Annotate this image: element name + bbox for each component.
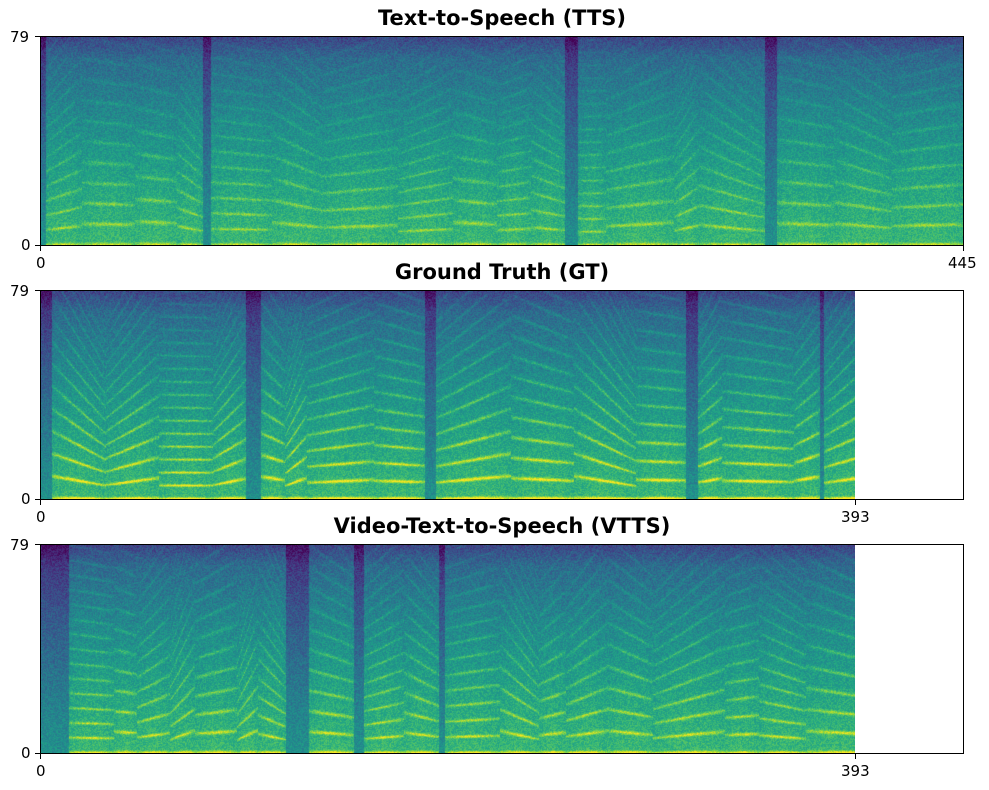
vtts-y-tick-mark-0 <box>35 753 40 754</box>
gt-x-tick-0: 0 <box>36 508 46 526</box>
vtts-spectrogram <box>41 545 855 753</box>
vtts-x-tick-mark-0 <box>40 754 41 759</box>
vtts-x-tick-0: 0 <box>36 762 46 780</box>
vtts-title: Video-Text-to-Speech (VTTS) <box>333 514 671 538</box>
tts-spectrogram <box>41 37 963 245</box>
gt-spectrogram-axes <box>40 290 964 500</box>
tts-x-tick-445: 445 <box>948 254 977 272</box>
vtts-y-tick-0: 0 <box>21 744 31 762</box>
gt-x-tick-393: 393 <box>841 508 870 526</box>
tts-panel: Text-to-Speech (TTS) 79 0 0 445 <box>0 0 989 272</box>
gt-y-tick-0: 0 <box>21 490 31 508</box>
tts-x-tick-mark-0 <box>40 246 41 251</box>
tts-y-tick-79: 79 <box>10 28 30 46</box>
tts-x-tick-0: 0 <box>36 254 46 272</box>
gt-x-tick-mark-0 <box>40 500 41 505</box>
gt-x-tick-mark-393 <box>855 500 856 505</box>
gt-y-tick-mark-79 <box>35 290 40 291</box>
tts-spectrogram-axes <box>40 36 964 246</box>
tts-x-tick-mark-445 <box>963 246 964 251</box>
gt-y-tick-79: 79 <box>10 282 30 300</box>
vtts-y-tick-mark-79 <box>35 544 40 545</box>
vtts-spectrogram-axes <box>40 544 964 754</box>
tts-y-tick-mark-79 <box>35 36 40 37</box>
gt-spectrogram <box>41 291 855 499</box>
gt-y-tick-mark-0 <box>35 499 40 500</box>
vtts-panel: Video-Text-to-Speech (VTTS) 79 0 0 393 <box>0 508 989 780</box>
tts-title: Text-to-Speech (TTS) <box>377 6 627 30</box>
vtts-y-tick-79: 79 <box>10 536 30 554</box>
vtts-x-tick-mark-393 <box>855 754 856 759</box>
gt-title: Ground Truth (GT) <box>394 260 610 284</box>
gt-panel: Ground Truth (GT) 79 0 0 393 <box>0 254 989 526</box>
tts-y-tick-mark-0 <box>35 245 40 246</box>
vtts-x-tick-393: 393 <box>841 762 870 780</box>
tts-y-tick-0: 0 <box>21 236 31 254</box>
